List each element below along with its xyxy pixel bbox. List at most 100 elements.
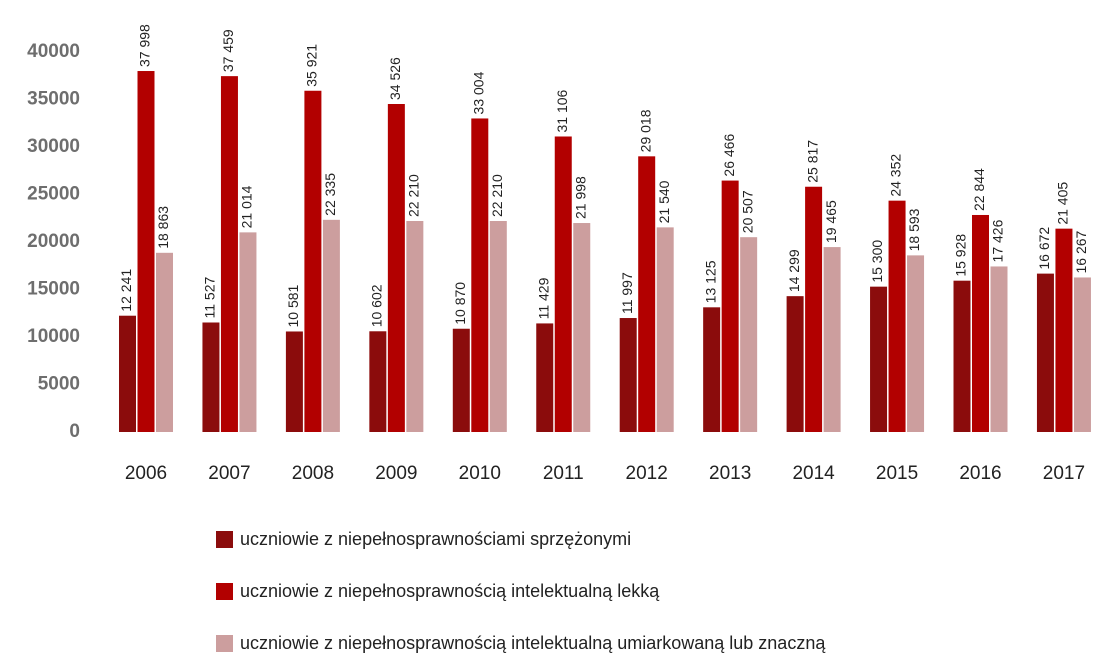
value-label: 22 210: [489, 174, 505, 217]
bar: [285, 331, 303, 432]
value-label: 15 928: [953, 234, 969, 277]
x-tick-label: 2010: [459, 463, 501, 484]
y-tick-label: 0: [69, 421, 80, 442]
value-label: 19 465: [823, 200, 839, 243]
value-label: 11 527: [202, 276, 218, 318]
y-tick-label: 5000: [38, 374, 80, 395]
bar: [387, 104, 405, 433]
bar: [202, 322, 220, 432]
bar: [1055, 228, 1073, 432]
bar: [990, 266, 1008, 432]
value-label: 10 581: [285, 284, 301, 327]
x-tick-label: 2007: [208, 463, 250, 484]
bar: [953, 280, 971, 432]
value-label: 18 593: [906, 208, 922, 251]
bar: [721, 180, 739, 432]
value-label: 11 997: [619, 272, 635, 314]
bar: [554, 136, 572, 433]
legend-label: uczniowie z niepełnosprawnością intelekt…: [240, 633, 826, 653]
bar: [137, 71, 155, 433]
y-tick-label: 40000: [27, 41, 80, 62]
y-tick-label: 30000: [27, 136, 80, 157]
y-tick-label: 15000: [27, 279, 80, 300]
value-label: 14 299: [786, 249, 802, 292]
x-tick-label: 2017: [1043, 463, 1085, 484]
x-tick-label: 2008: [292, 463, 334, 484]
x-tick-label: 2012: [626, 463, 668, 484]
bar: [823, 247, 841, 432]
y-tick-label: 25000: [27, 184, 80, 205]
legend-label: uczniowie z niepełnosprawnościami sprzęż…: [240, 529, 631, 549]
value-label: 21 540: [656, 180, 672, 223]
bar: [638, 156, 656, 433]
value-label: 26 466: [721, 134, 737, 177]
value-label: 13 125: [702, 260, 718, 303]
value-label: 12 241: [118, 269, 134, 312]
x-tick-label: 2016: [959, 463, 1001, 484]
bar: [471, 118, 489, 432]
value-label: 31 106: [554, 89, 570, 132]
bar: [972, 214, 989, 432]
value-label: 33 004: [471, 71, 487, 114]
value-label: 20 507: [739, 190, 755, 233]
bar: [220, 76, 238, 433]
bar: [656, 227, 674, 432]
value-label: 10 602: [369, 284, 385, 327]
legend-swatch: [216, 635, 233, 652]
bar: [870, 286, 888, 432]
x-tick-label: 2006: [125, 463, 167, 484]
bar: [239, 232, 257, 432]
value-label: 29 018: [637, 109, 653, 152]
bar: [489, 221, 507, 432]
value-label: 37 459: [220, 29, 236, 72]
legend-swatch: [216, 531, 233, 548]
y-tick-label: 20000: [27, 231, 80, 252]
bar: [1036, 273, 1054, 432]
bar: [304, 90, 322, 433]
value-label: 16 267: [1073, 230, 1089, 273]
value-label: 25 817: [804, 140, 820, 183]
x-tick-label: 2013: [709, 463, 751, 484]
value-label: 34 526: [387, 57, 403, 100]
value-label: 22 844: [971, 168, 987, 211]
bar: [536, 323, 554, 432]
y-tick-label: 10000: [27, 326, 80, 347]
value-label: 17 426: [990, 219, 1006, 262]
value-label: 22 210: [406, 174, 422, 217]
bar: [907, 255, 925, 432]
value-label: 18 863: [155, 206, 171, 249]
bar: [156, 252, 173, 432]
value-label: 21 405: [1055, 182, 1071, 225]
y-tick-label: 35000: [27, 89, 80, 110]
value-label: 16 672: [1036, 227, 1052, 270]
value-label: 15 300: [869, 240, 885, 283]
x-tick-label: 2015: [876, 463, 918, 484]
value-label: 22 335: [322, 173, 338, 216]
bar: [369, 331, 387, 432]
x-tick-label: 2009: [375, 463, 417, 484]
bar: [888, 200, 906, 432]
bar: [119, 315, 136, 432]
legend-swatch: [216, 583, 233, 600]
value-label: 24 352: [888, 154, 904, 197]
value-label: 21 014: [239, 185, 255, 228]
bar: [452, 328, 470, 432]
bar: [740, 237, 758, 432]
bar: [1073, 277, 1091, 432]
x-tick-label: 2014: [792, 463, 835, 484]
value-label: 21 998: [572, 176, 588, 219]
value-label: 10 870: [452, 282, 468, 325]
legend-label: uczniowie z niepełnosprawnością intelekt…: [240, 581, 660, 601]
bar: [619, 318, 637, 432]
bar: [805, 186, 823, 432]
bar: [786, 296, 804, 432]
bar: [703, 307, 721, 432]
bar: [322, 219, 340, 432]
value-label: 35 921: [304, 44, 320, 87]
bar: [406, 221, 424, 432]
bar: [573, 223, 591, 432]
x-tick-label: 2011: [543, 463, 584, 484]
value-label: 11 429: [535, 277, 551, 319]
value-label: 37 998: [137, 24, 153, 67]
